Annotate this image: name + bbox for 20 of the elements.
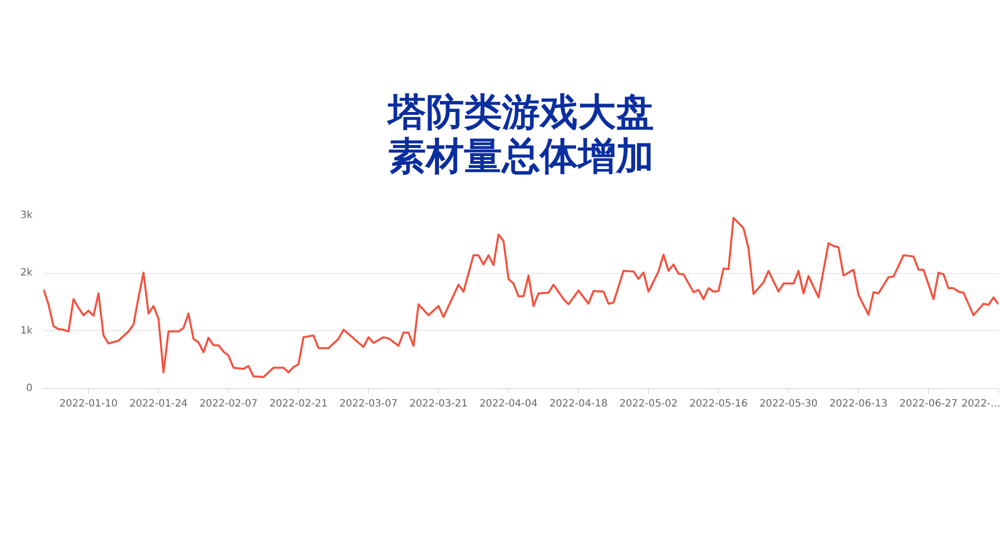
x-tick-label: 2022-02-21: [269, 398, 328, 410]
x-tick-label: 2022-04-18: [549, 398, 608, 410]
x-tick-label: 2022-03-21: [409, 398, 468, 410]
x-tick-label: 2022-05-16: [689, 398, 748, 410]
x-tick-label: 2022-05-30: [759, 398, 818, 410]
chart-title: 塔防类游戏大盘素材量总体增加: [386, 90, 654, 178]
y-tick-label: 3k: [20, 210, 33, 221]
x-tick-label: 2022-…: [961, 398, 1000, 410]
y-tick-label: 2k: [20, 268, 33, 279]
x-tick-label: 2022-06-27: [899, 398, 958, 410]
x-tick-label: 2022-05-02: [619, 398, 678, 410]
y-tick-label: 0: [26, 383, 33, 394]
x-tick-label: 2022-03-07: [339, 398, 398, 410]
x-tick-label: 2022-02-07: [199, 398, 258, 410]
line-series: [44, 216, 998, 378]
x-tick-label: 2022-04-04: [479, 398, 538, 410]
x-tick-label: 2022-06-13: [829, 398, 888, 410]
y-tick-label: 1k: [20, 325, 33, 336]
x-tick-label: 2022-01-24: [129, 398, 188, 410]
x-tick-label: 2022-01-10: [59, 398, 118, 410]
